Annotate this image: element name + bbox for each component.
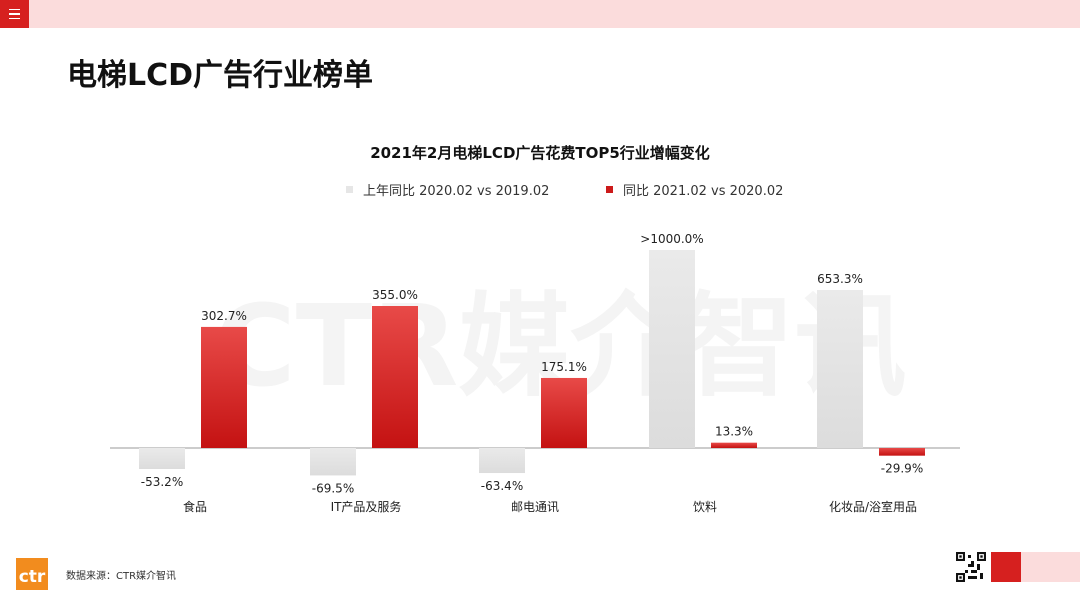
legend-item-curr-year: 同比 2021.02 vs 2020.02 xyxy=(606,180,783,199)
legend-swatch-curr-year xyxy=(606,186,613,193)
category-label-3: 饮料 xyxy=(693,500,717,514)
page-title: 电梯LCD广告行业榜单 xyxy=(67,58,374,93)
data-label-prev-1: -69.5% xyxy=(312,481,354,495)
menu-icon-line xyxy=(9,13,20,15)
category-label-1: IT产品及服务 xyxy=(331,499,402,514)
data-label-prev-2: -63.4% xyxy=(481,479,523,493)
legend-swatch-prev-year xyxy=(346,186,353,193)
bar-curr-year-2 xyxy=(541,377,587,448)
menu-icon xyxy=(9,8,20,11)
footer-band xyxy=(1021,552,1080,582)
top-banner xyxy=(0,0,1080,28)
bar-curr-year-4 xyxy=(879,448,925,456)
ctr-logo-icon: ctr xyxy=(16,558,48,590)
category-label-2: 邮电通讯 xyxy=(511,500,559,514)
data-label-curr-2: 175.1% xyxy=(541,360,587,374)
data-label-curr-0: 302.7% xyxy=(201,309,247,323)
data-label-prev-0: -53.2% xyxy=(141,475,183,489)
chart-title: 2021年2月电梯LCD广告花费TOP5行业增幅变化 xyxy=(370,144,710,162)
legend-label-prev-year: 上年同比 2020.02 vs 2019.02 xyxy=(363,184,550,199)
data-label-prev-3: >1000.0% xyxy=(640,232,703,246)
category-label-4: 化妆品/浴室用品 xyxy=(829,499,917,514)
bar-curr-year-1 xyxy=(372,306,418,448)
qr-code-icon xyxy=(956,552,986,582)
bar-prev-year-1 xyxy=(310,448,356,476)
data-label-prev-4: 653.3% xyxy=(817,272,863,286)
bar-curr-year-0 xyxy=(201,326,247,448)
bar-prev-year-3 xyxy=(649,250,695,448)
menu-button[interactable] xyxy=(0,0,29,28)
logo-text: ctr xyxy=(19,567,46,587)
bar-prev-year-0 xyxy=(139,448,185,469)
bar-prev-year-4 xyxy=(817,290,863,448)
bar-curr-year-3 xyxy=(711,442,757,448)
menu-icon-line xyxy=(9,17,20,20)
data-label-curr-1: 355.0% xyxy=(372,288,418,302)
data-label-curr-4: -29.9% xyxy=(881,462,923,476)
source-note: 数据来源：CTR媒介智讯 xyxy=(66,571,177,582)
bar-prev-year-2 xyxy=(479,448,525,474)
legend-item-prev-year: 上年同比 2020.02 vs 2019.02 xyxy=(346,180,549,199)
data-label-curr-3: 13.3% xyxy=(715,425,753,439)
category-label-0: 食品 xyxy=(183,499,207,514)
footer-accent-block xyxy=(991,552,1021,582)
legend-label-curr-year: 同比 2021.02 vs 2020.02 xyxy=(623,184,784,199)
chart-legend: 上年同比 2020.02 vs 2019.02 同比 2021.02 vs 20… xyxy=(0,180,1080,200)
